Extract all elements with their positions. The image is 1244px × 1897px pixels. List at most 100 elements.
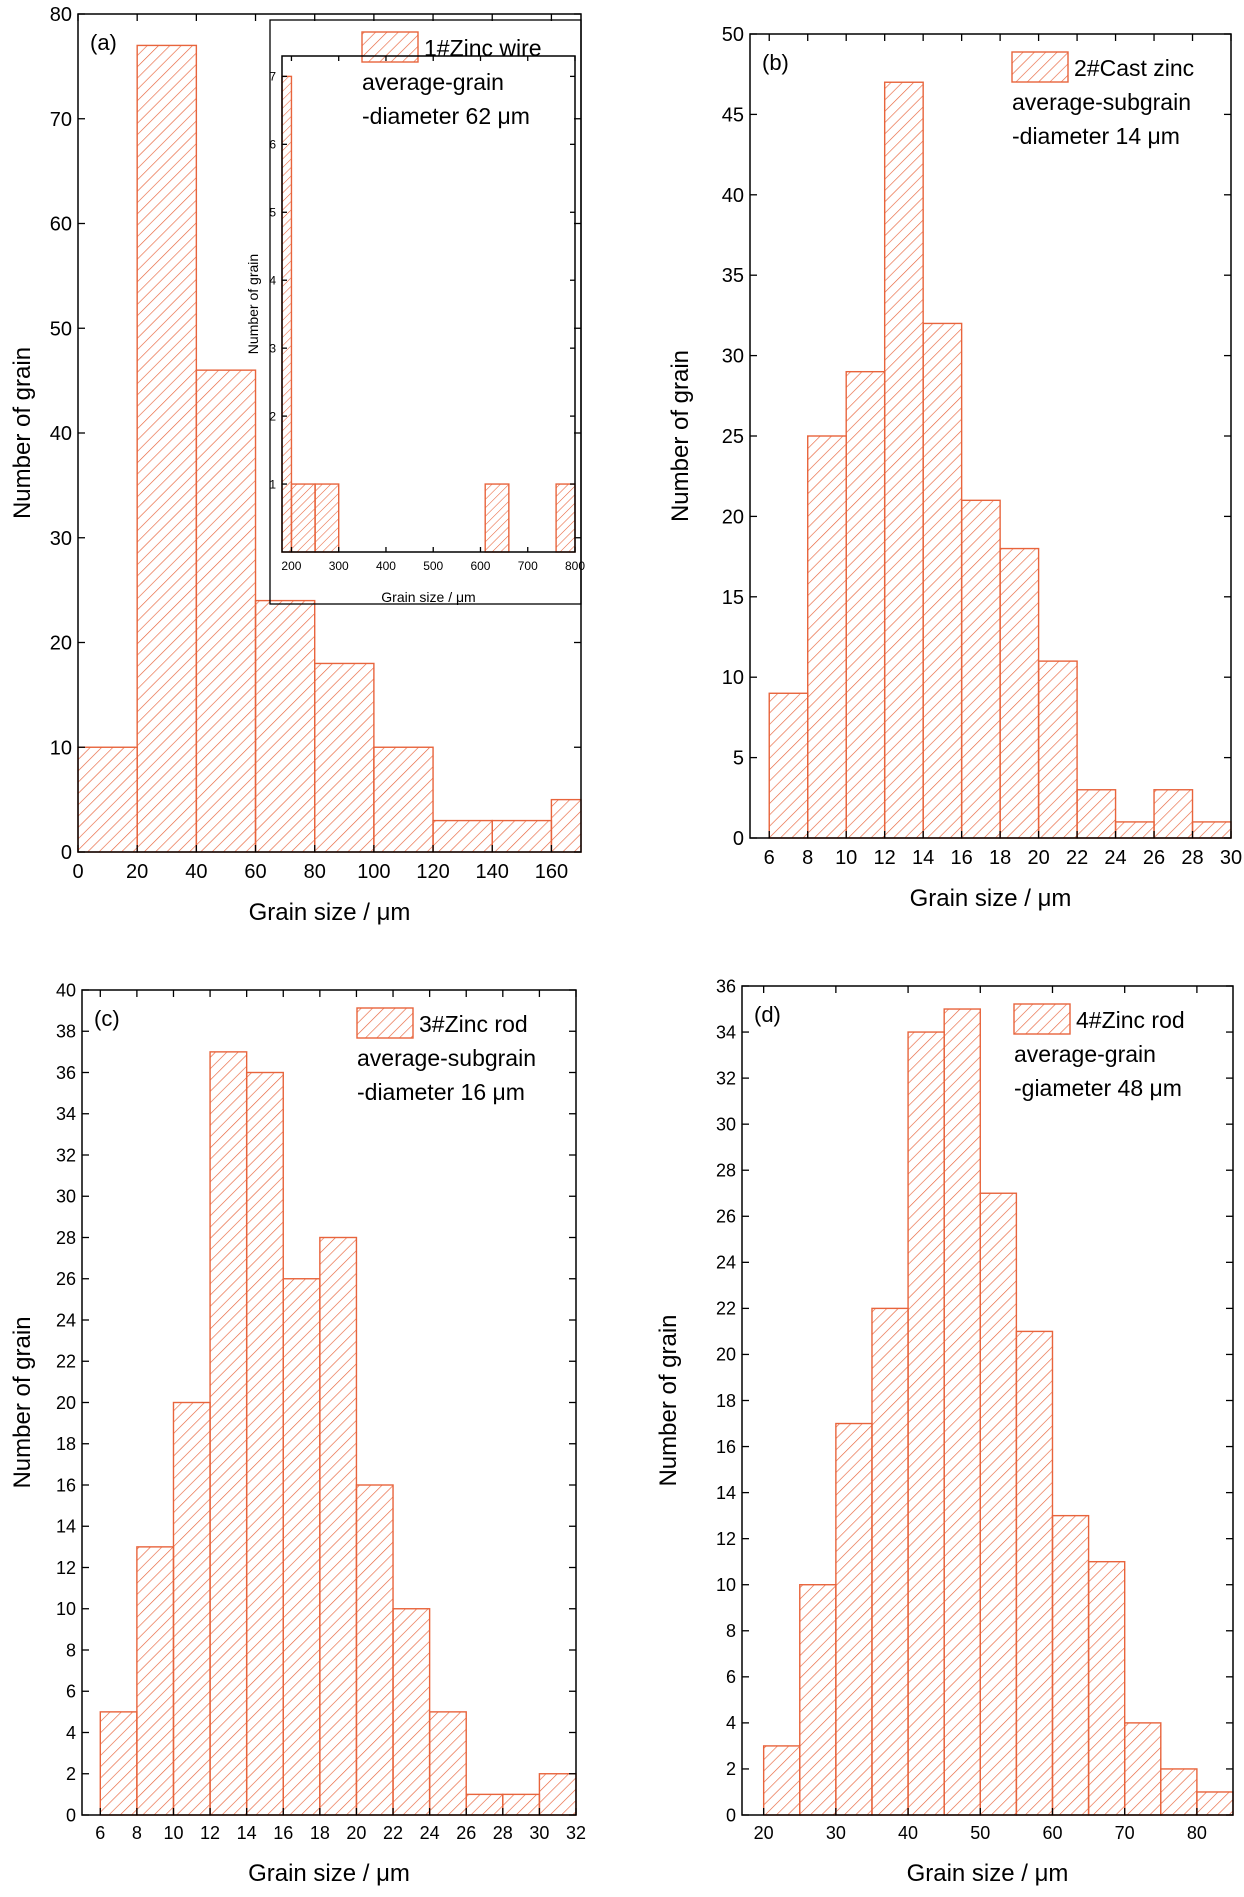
- panel-d-y-tick-label: 0: [726, 1805, 736, 1825]
- panel-d-bar: [1160, 1768, 1198, 1816]
- panel-c-y-tick-label: 32: [56, 1145, 76, 1165]
- panel-b-bar: [1114, 821, 1155, 839]
- panel-d-bar: [907, 1031, 945, 1816]
- panel-a-inset-bar: [281, 75, 293, 553]
- panel-b-y-tick-label: 40: [722, 185, 744, 207]
- panel-b-x-tick-label: 28: [1181, 847, 1203, 869]
- panel-b-x-tick-label: 12: [874, 847, 896, 869]
- panel-b-x-tick-label: 8: [802, 847, 813, 869]
- panel-a-inset-bars: [281, 75, 576, 553]
- panel-a-y-tick-label: 20: [50, 633, 72, 655]
- panel-b-y-tick-label: 5: [733, 748, 744, 770]
- panel-d-y-tick-label: 32: [716, 1068, 736, 1088]
- panel-a-bar: [77, 746, 138, 853]
- panel-c-legend-swatch: [356, 1007, 414, 1039]
- panel-d-panel-label: (d): [754, 1002, 781, 1027]
- panel-a-inset-y-tick-label: 7: [269, 70, 276, 84]
- panel-a-x-tick-label: 60: [244, 861, 266, 883]
- panel-d-y-tick-label: 12: [716, 1529, 736, 1549]
- panel-c-y-tick-label: 14: [56, 1517, 76, 1537]
- panel-b-y-tick-label: 25: [722, 426, 744, 448]
- panel-a-bar: [195, 369, 257, 853]
- panel-c-legend-note: average-subgrain: [357, 1045, 536, 1071]
- panel-a-inset-x-tick-label: 700: [518, 559, 538, 573]
- panel-d-y-tick-label: 22: [716, 1299, 736, 1319]
- panel-c-bar: [209, 1051, 248, 1816]
- panel-c-legend-label: 3#Zinc rod: [419, 1011, 528, 1037]
- panel-b-y-tick-label: 20: [722, 506, 744, 528]
- panel-b-y-ticks: 0 5 10 15 20 25 30 35 40 45 50: [722, 24, 1231, 850]
- panel-c: 6 8 10 12 14 16 18 20 22 24 26 28 30 3202468101214161…: [9, 980, 586, 1887]
- panel-a-bar: [432, 819, 493, 853]
- panel-a-inset-x-tick-label: 200: [281, 559, 301, 573]
- panel-b-bar: [1037, 660, 1078, 839]
- panel-c-x-axis-label: Grain size / μm: [248, 1860, 410, 1887]
- panel-a-inset: 200 300 400 500 600 700 800 1 2 3 4 5 6 7 Grain size /…: [245, 19, 585, 605]
- panel-d-y-tick-label: 24: [716, 1253, 736, 1273]
- panel-b-x-tick-label: 20: [1027, 847, 1049, 869]
- panel-d-legend-note: average-grain: [1014, 1041, 1156, 1067]
- panel-d-x-tick-label: 70: [1115, 1823, 1135, 1843]
- panel-c-y-tick-label: 24: [56, 1310, 76, 1330]
- panel-a-y-tick-label: 70: [50, 109, 72, 131]
- panel-b-panel-label: (b): [762, 50, 789, 75]
- panel-b-legend-note: average-subgrain: [1012, 89, 1191, 115]
- panel-a-bar: [314, 662, 375, 853]
- panel-a-inset-x-axis-label: Grain size / μm: [381, 589, 475, 605]
- panel-c-y-tick-label: 22: [56, 1352, 76, 1372]
- panel-d-y-tick-label: 36: [716, 976, 736, 996]
- panel-d-x-tick-label: 40: [898, 1823, 918, 1843]
- panel-a-y-tick-label: 10: [50, 737, 72, 759]
- panel-c-x-tick-label: 30: [529, 1823, 549, 1843]
- panel-a-bar: [491, 819, 553, 853]
- panel-d-legend-note: -giameter 48 μm: [1014, 1075, 1182, 1101]
- panel-b-y-tick-label: 0: [733, 828, 744, 850]
- panel-c-x-tick-label: 12: [200, 1823, 220, 1843]
- panel-b-bars: [768, 81, 1232, 839]
- panel-b-x-tick-label: 18: [989, 847, 1011, 869]
- panel-d-y-tick-label: 14: [716, 1483, 736, 1503]
- panel-a-bar: [136, 44, 198, 853]
- panel-c-y-tick-label: 36: [56, 1063, 76, 1083]
- panel-d-bar: [799, 1584, 837, 1816]
- panel-d-y-tick-label: 6: [726, 1667, 736, 1687]
- panel-a-inset-y-tick-label: 3: [269, 341, 276, 355]
- panel-c-bar: [282, 1278, 321, 1816]
- panel-d-bar: [1087, 1560, 1126, 1816]
- panel-c-y-tick-label: 40: [56, 980, 76, 1000]
- panel-b-bar: [1153, 789, 1194, 839]
- panel-a-x-tick-label: 100: [357, 861, 390, 883]
- panel-c-y-tick-label: 6: [66, 1682, 76, 1702]
- panel-a-inset-y-ticks: 1 2 3 4 5 6 7: [269, 70, 575, 491]
- panel-b-x-tick-label: 22: [1066, 847, 1088, 869]
- panel-a-inset-x-tick-label: 600: [470, 559, 490, 573]
- panel-d-legend-label: 4#Zinc rod: [1076, 1007, 1185, 1033]
- panel-b-bar: [883, 81, 924, 839]
- panel-c-panel-label: (c): [94, 1006, 120, 1031]
- panel-a-x-tick-label: 80: [304, 861, 326, 883]
- panel-c-y-tick-label: 4: [66, 1723, 76, 1743]
- panel-c-bars: [99, 1051, 577, 1816]
- panel-b-bar: [807, 435, 847, 839]
- panel-b-bar: [845, 370, 886, 839]
- panel-c-y-tick-label: 0: [66, 1805, 76, 1825]
- panel-c-legend: 3#Zinc rod average-subgrain -diameter 16 μ…: [356, 1007, 536, 1105]
- panel-a-legend-label: 1#Zinc wire: [424, 35, 542, 61]
- panel-d-y-tick-label: 30: [716, 1114, 736, 1134]
- panel-d-y-tick-label: 34: [716, 1022, 736, 1042]
- panel-c-x-tick-label: 16: [273, 1823, 293, 1843]
- panel-c-x-tick-label: 20: [346, 1823, 366, 1843]
- panel-c-y-tick-label: 26: [56, 1269, 76, 1289]
- panel-a-inset-plot-frame: [281, 55, 576, 553]
- panel-c-x-tick-label: 22: [383, 1823, 403, 1843]
- panel-c-y-tick-label: 30: [56, 1187, 76, 1207]
- panel-a-x-tick-label: 140: [476, 861, 509, 883]
- panel-c-y-tick-label: 16: [56, 1475, 76, 1495]
- panel-c-x-tick-label: 28: [493, 1823, 513, 1843]
- panel-a-inset-y-tick-label: 6: [269, 138, 276, 152]
- panel-b-x-tick-label: 26: [1143, 847, 1165, 869]
- panel-a-y-tick-label: 30: [50, 528, 72, 550]
- panel-c-y-tick-label: 18: [56, 1434, 76, 1454]
